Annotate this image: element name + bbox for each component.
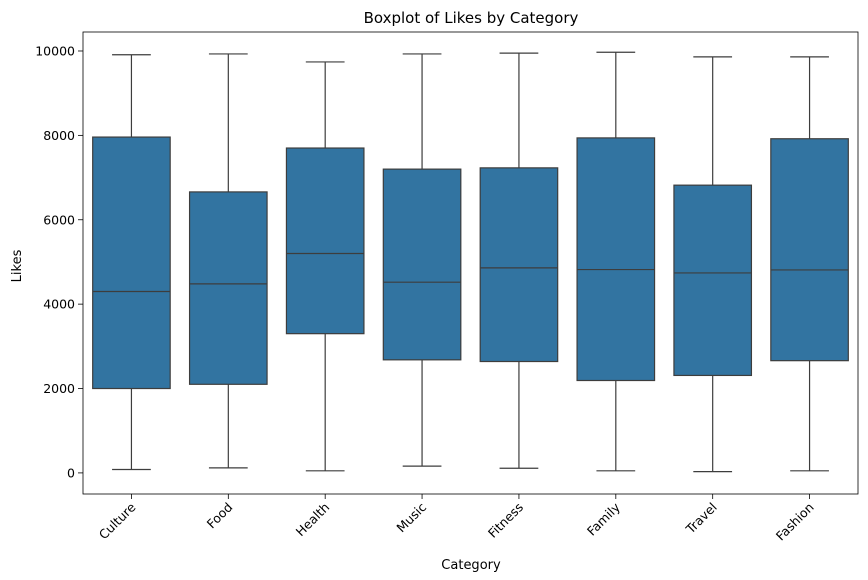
x-tick-label: Family	[584, 499, 623, 538]
chart-title: Boxplot of Likes by Category	[364, 9, 579, 27]
y-axis-label: Likes	[10, 249, 25, 282]
box-fashion	[770, 56, 849, 472]
x-tick-label: Music	[393, 499, 429, 535]
iqr-box	[576, 137, 656, 382]
box-fitness	[479, 52, 559, 469]
y-tick-label: 8000	[43, 128, 75, 143]
x-tick-label: Fitness	[485, 500, 526, 541]
iqr-box	[92, 136, 171, 390]
x-tick-label: Food	[204, 500, 236, 532]
y-tick-label: 0	[67, 465, 75, 480]
iqr-box	[188, 191, 268, 385]
iqr-box	[770, 138, 849, 362]
y-tick-label: 10000	[35, 43, 75, 58]
iqr-box	[285, 147, 365, 335]
box-travel	[673, 56, 753, 473]
y-tick-label: 2000	[43, 381, 75, 396]
iqr-box	[479, 167, 559, 363]
iqr-box	[382, 168, 462, 361]
x-tick-label: Health	[293, 500, 333, 540]
iqr-box	[673, 184, 753, 377]
plot-area	[92, 51, 849, 473]
box-music	[382, 53, 462, 467]
y-axis: 0 2000 4000 6000 8000 10000	[35, 43, 83, 480]
box-culture	[92, 54, 171, 471]
box-food	[188, 53, 268, 469]
x-tick-label: Travel	[682, 500, 720, 538]
x-axis-label: Category	[441, 558, 501, 573]
box-family	[576, 51, 656, 472]
y-tick-label: 6000	[43, 212, 75, 227]
y-tick-label: 4000	[43, 297, 75, 312]
box-health	[285, 61, 365, 472]
plot-frame	[82, 31, 859, 495]
x-tick-label: Culture	[96, 499, 139, 542]
x-tick-label: Fashion	[773, 500, 817, 544]
x-axis: Culture Food Health Music Fitness Family Trave…	[96, 494, 817, 543]
